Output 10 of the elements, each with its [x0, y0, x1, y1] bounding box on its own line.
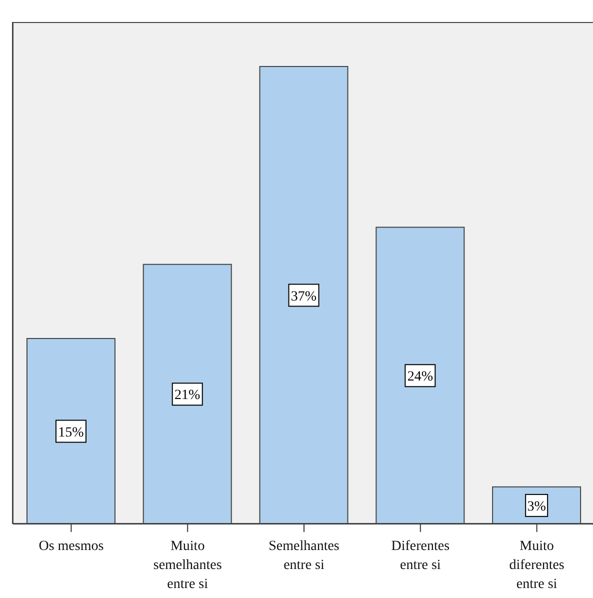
- x-tick-label: Os mesmos: [38, 538, 104, 554]
- data-label: 37%: [290, 289, 317, 304]
- x-tick-label: Diferentes entre si: [391, 538, 450, 573]
- x-tick-label: Muito diferentes entre si: [509, 538, 564, 592]
- data-label: 3%: [527, 499, 546, 514]
- x-tick-label: Semelhantes entre si: [268, 538, 340, 573]
- x-tick-label: Muito semelhantes entre si: [153, 538, 222, 592]
- data-label: 24%: [407, 370, 434, 385]
- data-label: 15%: [58, 425, 84, 440]
- data-label: 21%: [174, 388, 201, 404]
